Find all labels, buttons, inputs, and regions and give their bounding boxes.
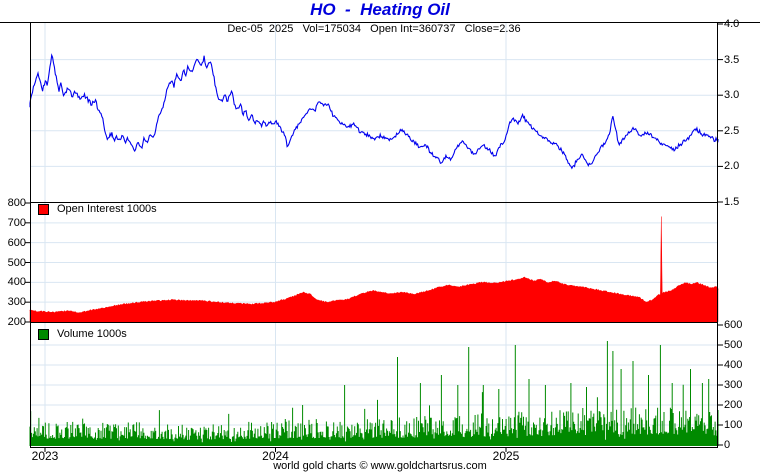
footer-attribution: world gold charts © www.goldchartsrus.co… <box>273 460 487 472</box>
chart-subtitle-last-quote: Dec-05 2025 Vol=175034 Open Int=360737 C… <box>227 23 521 35</box>
x-axis-year-label: 2024 <box>262 449 289 463</box>
open-interest-legend-label: Open Interest 1000s <box>57 203 157 215</box>
price-axis-label: 3.5 <box>724 53 740 66</box>
price-axis-label: 3.0 <box>724 89 740 102</box>
open-interest-axis-label: 300 <box>7 296 26 309</box>
price-axis-label: 2.0 <box>724 160 740 173</box>
volume-legend-label: Volume 1000s <box>57 328 127 340</box>
volume-legend-swatch-icon <box>38 328 49 340</box>
volume-axis-label: 200 <box>724 399 743 411</box>
open-interest-axis-label: 800 <box>7 197 26 209</box>
open-interest-axis-label: 400 <box>7 276 26 289</box>
price-axis-label: 2.5 <box>724 124 740 137</box>
price-axis-label: 1.5 <box>724 196 740 208</box>
volume-axis-label: 300 <box>724 379 743 391</box>
open-interest-axis-label: 600 <box>7 236 26 249</box>
open-interest-axis-label: 700 <box>7 216 26 229</box>
open-interest-legend-swatch-icon <box>38 203 49 215</box>
chart-title: HO - Heating Oil <box>310 0 450 19</box>
open-interest-legend: Open Interest 1000s <box>38 203 157 215</box>
price-axis-label: 4.0 <box>724 18 740 30</box>
x-axis-year-label: 2025 <box>492 449 520 463</box>
volume-axis-label: 500 <box>724 339 743 351</box>
volume-axis-label: 400 <box>724 359 743 371</box>
volume-axis-label: 100 <box>724 419 743 431</box>
volume-axis-label: 0 <box>724 439 731 451</box>
open-interest-axis-label: 500 <box>7 256 26 269</box>
volume-axis-label: 600 <box>724 319 743 331</box>
volume-legend: Volume 1000s <box>38 328 127 340</box>
open-interest-axis-label: 200 <box>7 316 26 328</box>
x-axis-year-label: 2023 <box>31 449 59 463</box>
